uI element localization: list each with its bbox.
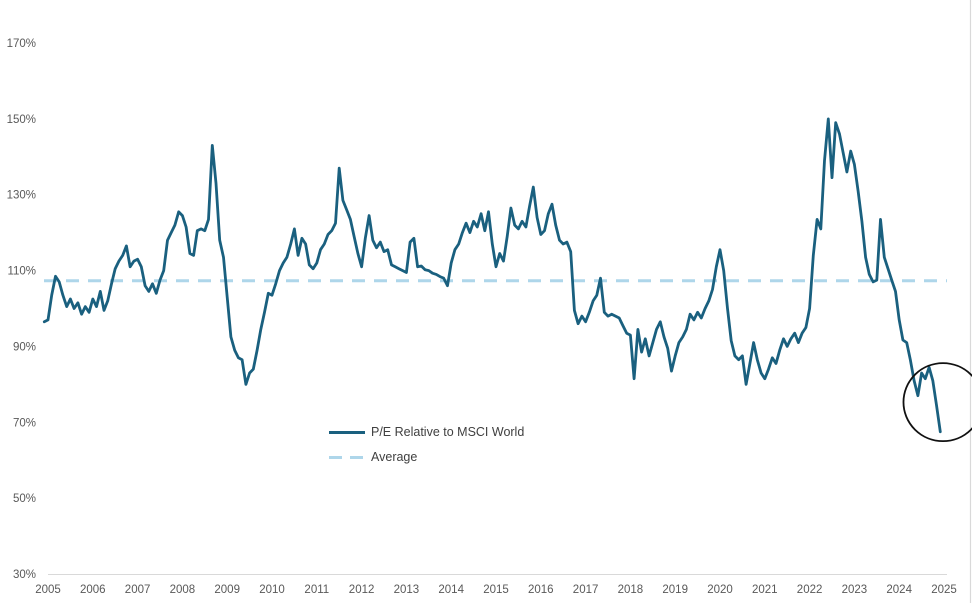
x-tick-label: 2006 [80, 584, 106, 596]
y-tick-label: 150% [7, 114, 36, 126]
legend-item-average: Average [329, 449, 524, 465]
pe-relative-line [42, 117, 942, 434]
x-tick-label: 2005 [35, 584, 61, 596]
y-tick-label: 110% [7, 266, 36, 278]
x-tick-label: 2010 [259, 584, 285, 596]
legend: P/E Relative to MSCI World Average [329, 424, 524, 465]
x-tick-label: 2009 [214, 584, 240, 596]
x-tick-label: 2007 [125, 584, 151, 596]
x-tick-label: 2013 [394, 584, 420, 596]
x-tick-label: 2015 [483, 584, 509, 596]
x-tick-label: 2019 [662, 584, 688, 596]
y-tick-label: 50% [13, 493, 36, 505]
legend-label-average: Average [371, 450, 418, 464]
x-tick-label: 2017 [573, 584, 599, 596]
x-tick-label: 2025 [931, 584, 957, 596]
legend-label-pe-relative: P/E Relative to MSCI World [371, 425, 525, 439]
x-tick-label: 2012 [349, 584, 375, 596]
x-tick-label: 2016 [528, 584, 554, 596]
x-tick-label: 2021 [752, 584, 778, 596]
pe-line-swatch-icon [329, 430, 365, 434]
x-tick-label: 2014 [438, 584, 464, 596]
x-tick-label: 2020 [707, 584, 733, 596]
average-line-swatch-icon [329, 455, 365, 459]
x-tick-label: 2023 [842, 584, 868, 596]
y-tick-label: 90% [13, 341, 36, 353]
highlight-circle [902, 362, 972, 443]
legend-item-pe-relative: P/E Relative to MSCI World [329, 424, 524, 440]
y-tick-label: 170% [7, 38, 36, 50]
y-tick-label: 130% [7, 190, 36, 202]
x-tick-label: 2022 [797, 584, 823, 596]
x-tick-label: 2024 [886, 584, 912, 596]
x-tick-label: 2018 [618, 584, 644, 596]
y-tick-label: 30% [13, 569, 36, 581]
y-tick-label: 70% [13, 417, 36, 429]
x-tick-label: 2011 [304, 584, 329, 596]
x-tick-label: 2008 [170, 584, 196, 596]
